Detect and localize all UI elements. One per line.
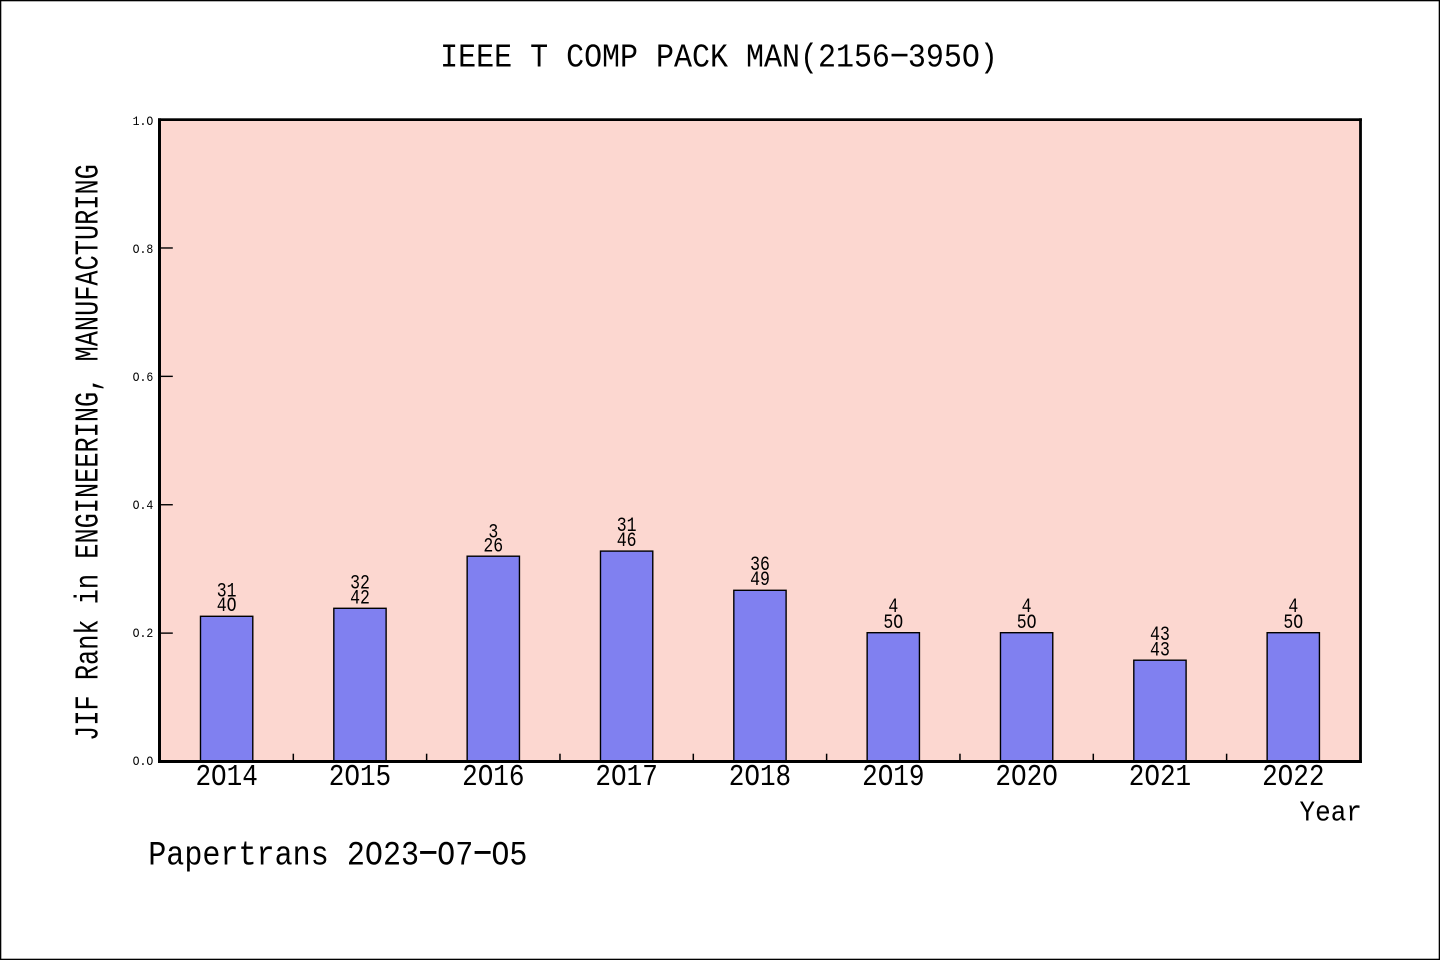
svg-text:36: 36: [750, 554, 770, 577]
svg-text:5O: 5O: [1017, 611, 1037, 634]
svg-text:Year: Year: [1300, 797, 1362, 829]
svg-text:Papertrans 2O23 O7 O5: Papertrans 2O23 O7 O5: [148, 836, 527, 875]
svg-text:1.O: 1.O: [133, 115, 154, 130]
svg-text:O.6: O.6: [133, 371, 154, 386]
svg-text:43: 43: [1150, 624, 1170, 647]
svg-text:2O15: 2O15: [329, 761, 391, 794]
svg-text:2O16: 2O16: [462, 761, 524, 794]
svg-text:O.4: O.4: [133, 499, 154, 514]
svg-text:46: 46: [617, 530, 637, 553]
svg-text:2O19: 2O19: [862, 761, 924, 794]
svg-text:4: 4: [888, 596, 898, 619]
svg-text:26: 26: [483, 535, 503, 558]
svg-text:O.O: O.O: [133, 755, 154, 770]
svg-text:2O14: 2O14: [195, 761, 257, 794]
svg-text:5O: 5O: [1283, 611, 1303, 634]
svg-text:2O18: 2O18: [729, 761, 791, 794]
svg-text:42: 42: [350, 587, 370, 610]
svg-text:O.8: O.8: [133, 243, 154, 258]
svg-text:O.2: O.2: [133, 627, 154, 642]
svg-text:4: 4: [1022, 596, 1032, 619]
svg-text:2O17: 2O17: [595, 761, 657, 794]
svg-text:IEEE T COMP PACK MAN(2156 395O: IEEE T COMP PACK MAN(2156 395O): [440, 40, 998, 77]
svg-text:32: 32: [350, 572, 370, 595]
svg-text:5O: 5O: [883, 611, 903, 634]
svg-text:31: 31: [217, 580, 237, 603]
svg-text:2O21: 2O21: [1129, 761, 1191, 794]
svg-text:2O2O: 2O2O: [995, 761, 1057, 794]
svg-text:49: 49: [750, 568, 770, 591]
svg-text:43: 43: [1150, 639, 1170, 662]
svg-text:3: 3: [488, 521, 498, 544]
svg-text:JIF Rank in ENGINEERING, MANUF: JIF Rank in ENGINEERING, MANUFACTURING: [69, 164, 107, 741]
svg-text:31: 31: [617, 515, 637, 538]
svg-text:4: 4: [1288, 596, 1298, 619]
svg-text:2O22: 2O22: [1262, 761, 1324, 794]
svg-text:4O: 4O: [217, 595, 237, 618]
